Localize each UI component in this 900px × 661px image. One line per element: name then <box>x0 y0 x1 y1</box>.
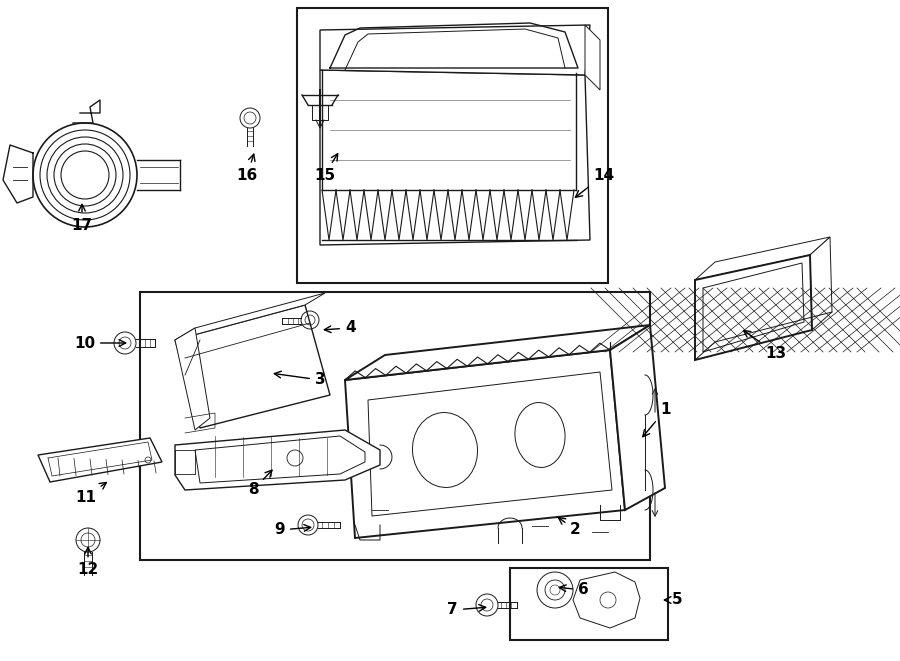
Polygon shape <box>175 430 380 490</box>
Polygon shape <box>345 350 625 538</box>
Text: 9: 9 <box>274 522 310 537</box>
Polygon shape <box>175 305 330 428</box>
Polygon shape <box>175 293 325 340</box>
Text: 10: 10 <box>74 336 126 350</box>
Bar <box>510 568 668 640</box>
Polygon shape <box>175 328 210 430</box>
Polygon shape <box>38 438 162 482</box>
Polygon shape <box>320 25 590 75</box>
Text: 16: 16 <box>237 154 258 182</box>
Polygon shape <box>345 325 650 380</box>
Polygon shape <box>695 237 830 280</box>
Ellipse shape <box>515 403 565 467</box>
Text: 8: 8 <box>248 470 272 498</box>
Polygon shape <box>320 70 590 245</box>
Text: 12: 12 <box>77 547 99 578</box>
Polygon shape <box>573 572 640 628</box>
Text: 11: 11 <box>75 483 106 504</box>
Polygon shape <box>585 25 600 90</box>
Text: 2: 2 <box>559 518 580 537</box>
Polygon shape <box>368 372 612 516</box>
Text: 5: 5 <box>664 592 682 607</box>
Text: 6: 6 <box>559 582 589 598</box>
Ellipse shape <box>412 412 478 487</box>
Polygon shape <box>810 237 832 330</box>
Text: 13: 13 <box>743 330 786 360</box>
Text: 7: 7 <box>447 602 486 617</box>
Text: 17: 17 <box>71 204 93 233</box>
Text: 1: 1 <box>643 403 670 437</box>
Text: 15: 15 <box>314 153 338 182</box>
Polygon shape <box>610 325 665 510</box>
Bar <box>140 292 650 560</box>
Text: 3: 3 <box>274 371 326 387</box>
Polygon shape <box>195 436 365 483</box>
Polygon shape <box>695 255 812 360</box>
Bar <box>297 8 608 283</box>
Text: 4: 4 <box>324 321 356 336</box>
Text: 14: 14 <box>575 167 614 198</box>
